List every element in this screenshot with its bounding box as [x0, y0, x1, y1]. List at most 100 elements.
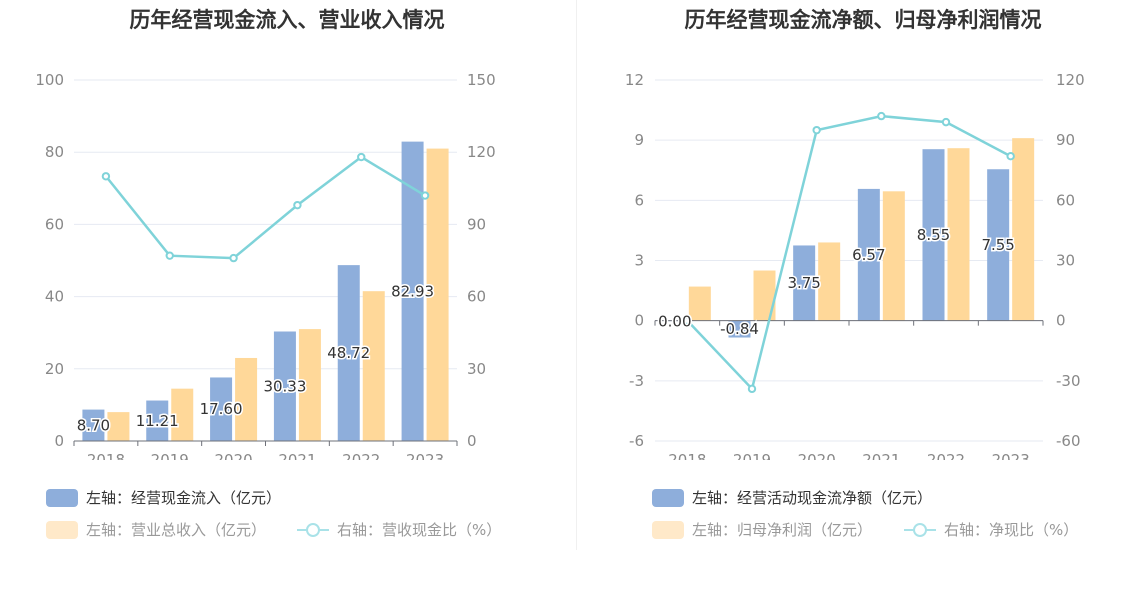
bar-series-2 — [426, 148, 449, 441]
y-axis-right-tick-label: 60 — [467, 288, 486, 306]
bar-series-2 — [107, 412, 130, 441]
line-point — [165, 251, 174, 260]
line-point — [101, 172, 111, 181]
x-axis-tick-label: 2019 — [733, 451, 771, 460]
bar-series-1 — [857, 188, 880, 321]
bar-series-1 — [210, 377, 233, 441]
legend: 左轴：经营现金流入（亿元） 左轴：营业总收入（亿元） 右轴：营收现金比（%） — [0, 0, 574, 539]
line-point — [293, 200, 302, 210]
y-axis-left-tick-label: 100 — [35, 71, 64, 89]
bar-series-2 — [688, 286, 711, 321]
bar-series-2 — [1012, 138, 1035, 321]
y-axis-right-tick-label: 90 — [1056, 131, 1075, 149]
bar-series-1 — [987, 169, 1010, 321]
line-point — [357, 152, 366, 162]
legend-item-series-1[interactable]: 左轴：经营活动现金流净额（亿元） — [652, 487, 932, 508]
bar-series-2 — [298, 329, 321, 441]
legend-line-marker — [297, 521, 329, 539]
legend-item-series-2[interactable]: 左轴：归母净利润（亿元） — [652, 519, 872, 540]
x-axis-tick-label: 2019 — [151, 451, 189, 460]
data-label: 8.70 — [77, 416, 110, 434]
bar-series-1 — [82, 409, 105, 441]
legend-label: 左轴：归母净利润（亿元） — [692, 521, 873, 539]
y-axis-left-tick-label: 9 — [634, 131, 644, 149]
chart-title: 历年经营现金流入、营业收入情况 — [129, 8, 445, 32]
y-axis-left-tick-label: 6 — [634, 191, 644, 209]
data-label: 17.60 — [200, 400, 243, 418]
y-axis-left-tick-label: 0 — [54, 432, 64, 450]
y-axis-left-tick-label: 3 — [634, 252, 644, 270]
line-point — [941, 117, 951, 127]
y-axis-right-tick-label: 0 — [467, 432, 477, 450]
x-axis-tick-label: 2023 — [406, 451, 444, 460]
data-label: 82.93 — [391, 282, 434, 300]
y-axis-right-tick-label: 30 — [1056, 252, 1075, 270]
bar-series-1 — [922, 149, 945, 321]
legend-swatch — [652, 520, 684, 539]
line-point — [747, 384, 757, 394]
x-axis-tick-label: 2023 — [992, 451, 1030, 460]
y-axis-left-tick-label: 0 — [634, 312, 644, 330]
y-axis-right-tick-label: 150 — [467, 71, 496, 89]
line-point — [420, 191, 430, 200]
x-axis-tick-label: 2020 — [798, 451, 836, 460]
y-axis-right-tick-label: -60 — [1056, 432, 1081, 450]
bar-series-1 — [793, 245, 816, 321]
x-axis-tick-label: 2020 — [214, 451, 252, 460]
data-label: -0.84 — [720, 320, 759, 338]
bar-series-1 — [146, 400, 169, 441]
x-axis-tick-label: 2018 — [668, 451, 706, 460]
x-axis-tick-label: 2022 — [342, 451, 380, 460]
y-axis-left-tick-label: -3 — [629, 372, 644, 390]
x-axis-tick-label: 2018 — [87, 451, 125, 460]
bar-series-1 — [401, 141, 424, 442]
data-label: 7.55 — [981, 236, 1014, 254]
data-label: 0.00 — [658, 313, 691, 331]
legend-line-marker — [904, 521, 936, 539]
bar-series-2 — [818, 242, 841, 321]
x-axis-tick-label: 2021 — [278, 451, 316, 460]
legend-label: 左轴：经营活动现金流净额（亿元） — [692, 489, 933, 507]
legend-item-series-3[interactable]: 右轴：营收现金比（%） — [297, 519, 501, 540]
legend-label: 右轴：营收现金比（%） — [337, 521, 502, 539]
bar-series-2 — [235, 357, 258, 441]
legend-swatch — [46, 520, 78, 539]
line-point — [812, 125, 821, 135]
legend-item-series-1[interactable]: 左轴：经营现金流入（亿元） — [46, 487, 281, 508]
y-axis-right-tick-label: 120 — [467, 143, 496, 161]
legend-label: 左轴：经营现金流入（亿元） — [86, 489, 282, 507]
y-axis-right-tick-label: 60 — [1056, 191, 1075, 209]
legend: 左轴：经营活动现金流净额（亿元） 左轴：归母净利润（亿元） 右轴：净现比（%） — [578, 0, 1148, 539]
x-axis-tick-label: 2021 — [862, 451, 900, 460]
legend-item-series-3[interactable]: 右轴：净现比（%） — [904, 519, 1078, 540]
y-axis-left-tick-label: 40 — [45, 288, 64, 306]
data-label: 48.72 — [327, 344, 370, 362]
bar-series-1 — [337, 265, 360, 441]
legend-item-series-2[interactable]: 左轴：营业总收入（亿元） — [46, 519, 266, 540]
y-axis-left-tick-label: 20 — [45, 360, 64, 378]
chart-title: 历年经营现金流净额、归母净利润情况 — [684, 8, 1042, 32]
bar-series-2 — [947, 148, 970, 321]
legend-swatch — [46, 488, 78, 507]
y-axis-right-tick-label: 30 — [467, 360, 486, 378]
legend-swatch — [652, 488, 684, 507]
line-point — [229, 253, 238, 263]
line-point — [877, 111, 886, 121]
data-label: 6.57 — [852, 246, 885, 264]
y-axis-left-tick-label: 80 — [45, 143, 64, 161]
bar-series-2 — [753, 270, 776, 321]
line-point — [683, 316, 692, 325]
chart-panel-cashflow-revenue: 历年经营现金流入、营业收入情况 0 20 40 60 80 100 0 30 60 90 120 15… — [0, 0, 574, 560]
bar-series-2 — [171, 388, 194, 441]
y-axis-left-tick-label: 12 — [625, 71, 644, 89]
y-axis-right-tick-label: -30 — [1056, 372, 1081, 390]
y-axis-left-tick-label: -6 — [629, 432, 644, 450]
x-axis-tick-label: 2022 — [927, 451, 965, 460]
chart-plot: 0 20 40 60 80 100 0 30 60 90 120 150 2018 2019 2020 202… — [35, 71, 496, 460]
legend-label: 左轴：营业总收入（亿元） — [86, 521, 267, 539]
bar-series-2 — [362, 291, 385, 441]
y-axis-left-tick-label: 60 — [45, 215, 64, 233]
data-label: 11.21 — [136, 412, 179, 430]
bar-series-1 — [273, 331, 296, 441]
